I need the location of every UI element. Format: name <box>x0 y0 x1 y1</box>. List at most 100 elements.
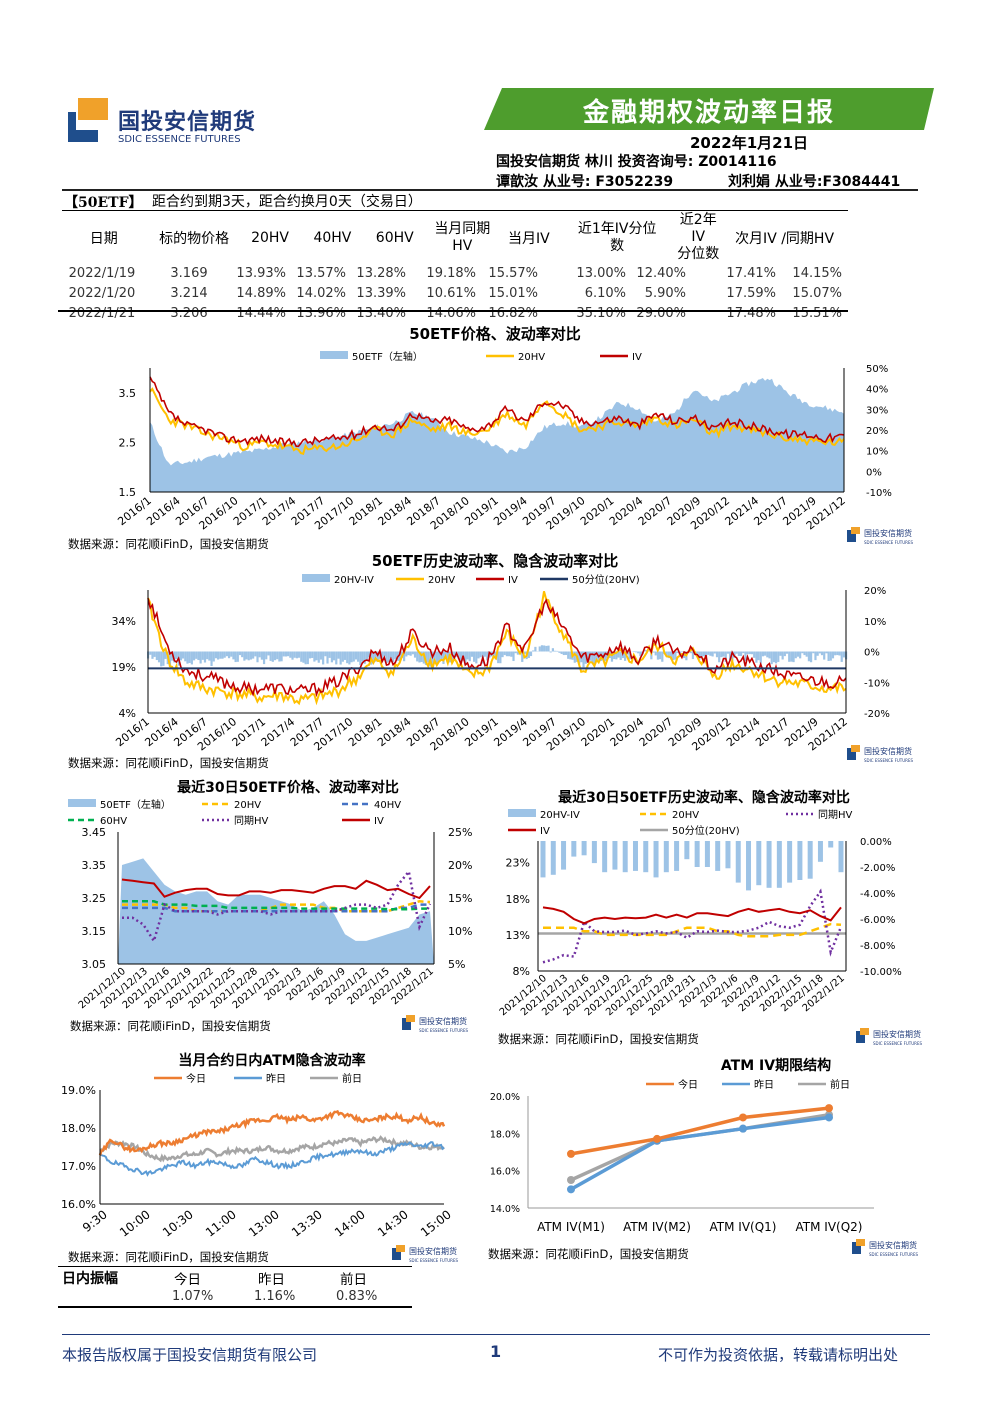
legend-iv-label: IV <box>632 352 642 363</box>
series-diff-bar <box>328 651 331 658</box>
watermark-logo-accent <box>860 1028 869 1035</box>
table-cell: 6.10% <box>584 285 626 301</box>
series-diff-bar <box>438 651 441 662</box>
series-diff-bar <box>809 651 813 663</box>
watermark-sub: SDIC ESSENCE FUTURES <box>869 1252 918 1257</box>
y-right-tick: -20% <box>864 709 890 720</box>
table-cell: 2022/1/21 <box>68 305 136 321</box>
series-diff-bar <box>486 651 489 661</box>
series-diff-bar <box>499 651 502 664</box>
series-diff-bar <box>284 651 288 657</box>
series-diff-bar <box>814 651 817 661</box>
series-diff-bar <box>581 841 587 856</box>
series-diff-bar <box>733 651 736 658</box>
table-cell: 3.206 <box>170 305 208 321</box>
y-tick: 18.0% <box>62 1122 96 1135</box>
series-diff-bar <box>586 651 590 660</box>
series-diff-bar <box>788 651 791 662</box>
series-diff-bar <box>796 651 800 657</box>
series-diff-bar <box>238 651 242 656</box>
series-diff-bar <box>473 651 476 662</box>
series-diff-bar <box>210 651 213 667</box>
series-yesterday <box>99 1141 445 1177</box>
series-point <box>567 1176 575 1184</box>
series-diff-bar <box>567 651 570 659</box>
chart-title: 当月合约日内ATM隐含波动率 <box>178 1052 365 1069</box>
series-diff-bar <box>643 649 646 652</box>
x-tick: 13:00 <box>246 1207 282 1239</box>
series-diff-bar <box>669 651 673 660</box>
series-diff-bar <box>249 651 253 660</box>
legend-today-label: 今日 <box>678 1078 698 1091</box>
watermark-sub: SDIC ESSENCE FUTURES <box>864 540 913 545</box>
series-diff-bar <box>543 645 546 652</box>
y-right-tick: 0% <box>864 648 880 659</box>
series-diff-bar <box>245 651 248 660</box>
table-cell: 13.28% <box>356 265 406 281</box>
y-tick: 14.0% <box>490 1204 520 1215</box>
series-diff-bar <box>332 651 336 661</box>
y-tick: 16.0% <box>490 1167 520 1178</box>
series-diff-bar <box>315 651 318 661</box>
legend-before-label: 前日 <box>830 1078 850 1091</box>
chart-30d-hv-iv: 最近30日50ETF历史波动率、隐含波动率对比 20HV-IV 20HV 同期HV IV… <box>498 789 923 1046</box>
series-diff-bar <box>748 651 751 655</box>
series-diff-bar <box>593 651 596 664</box>
series-diff-bar <box>757 651 760 661</box>
series-diff-bar <box>700 651 703 657</box>
title-banner <box>484 88 934 130</box>
series-diff-bar <box>243 651 246 661</box>
series-diff-bar <box>157 651 161 663</box>
series-diff-bar <box>753 651 756 658</box>
series-diff-bar <box>282 651 285 657</box>
table-cell: 2022/1/19 <box>68 265 136 281</box>
series-diff-bar <box>424 651 428 666</box>
table-cell: 13.96% <box>296 305 346 321</box>
y-right-tick: 20% <box>866 426 888 437</box>
series-diff-bar <box>389 651 393 659</box>
series-diff-bar <box>777 651 780 662</box>
series-diff-bar <box>842 651 846 658</box>
series-diff-bar <box>578 651 581 665</box>
series-diff-bar <box>659 651 662 660</box>
series-diff-bar <box>175 651 178 659</box>
legend-hv20-label: 20HV <box>234 800 261 811</box>
th-same-hv-l1: 当月同期 <box>434 220 491 237</box>
th-next-iv: 次月IV /同期HV <box>735 230 835 247</box>
series-diff-bar <box>153 651 156 657</box>
series-diff-bar <box>632 841 638 871</box>
y-left-tick: 34% <box>112 615 136 628</box>
series-diff-bar <box>510 651 513 657</box>
series-diff-bar <box>262 651 266 665</box>
series-diff-bar <box>713 651 716 654</box>
table-cell: 12.40% <box>636 265 686 281</box>
table-rule-bottom <box>58 310 848 312</box>
series-diff-bar <box>497 651 500 664</box>
watermark-logo-accent <box>406 1015 415 1022</box>
watermark-text: 国投安信期货 <box>873 1029 921 1039</box>
series-diff-bar <box>247 651 250 661</box>
series-diff-bar <box>398 651 401 662</box>
analyst-line-2b: 刘利娟 从业号:F3084441 <box>728 174 901 190</box>
th-1y-pct: 近1年IV分位数 <box>559 212 675 263</box>
series-diff-bar <box>558 651 561 653</box>
series-diff-bar <box>540 645 544 652</box>
series-point <box>825 1113 833 1122</box>
series-diff-bar <box>217 651 220 660</box>
watermark-logo-icon <box>402 1018 411 1030</box>
series-diff-bar <box>709 651 712 656</box>
y-right-tick: 10% <box>448 925 472 938</box>
series-diff-bar <box>346 651 349 664</box>
x-tick: 13:30 <box>289 1207 325 1239</box>
series-diff-bar <box>359 651 362 666</box>
amp-v-today: 1.07% <box>172 1289 214 1304</box>
series-diff-bar <box>420 651 423 662</box>
series-diff-bar <box>792 651 795 663</box>
legend-iv-label: IV <box>374 816 384 827</box>
amp-h-before: 前日 <box>340 1272 367 1288</box>
y-left-tick: 23% <box>506 857 530 870</box>
series-etf-area <box>150 378 844 492</box>
series-diff-bar <box>446 651 449 659</box>
series-diff-bar <box>230 651 233 657</box>
series-diff-bar <box>761 651 765 657</box>
